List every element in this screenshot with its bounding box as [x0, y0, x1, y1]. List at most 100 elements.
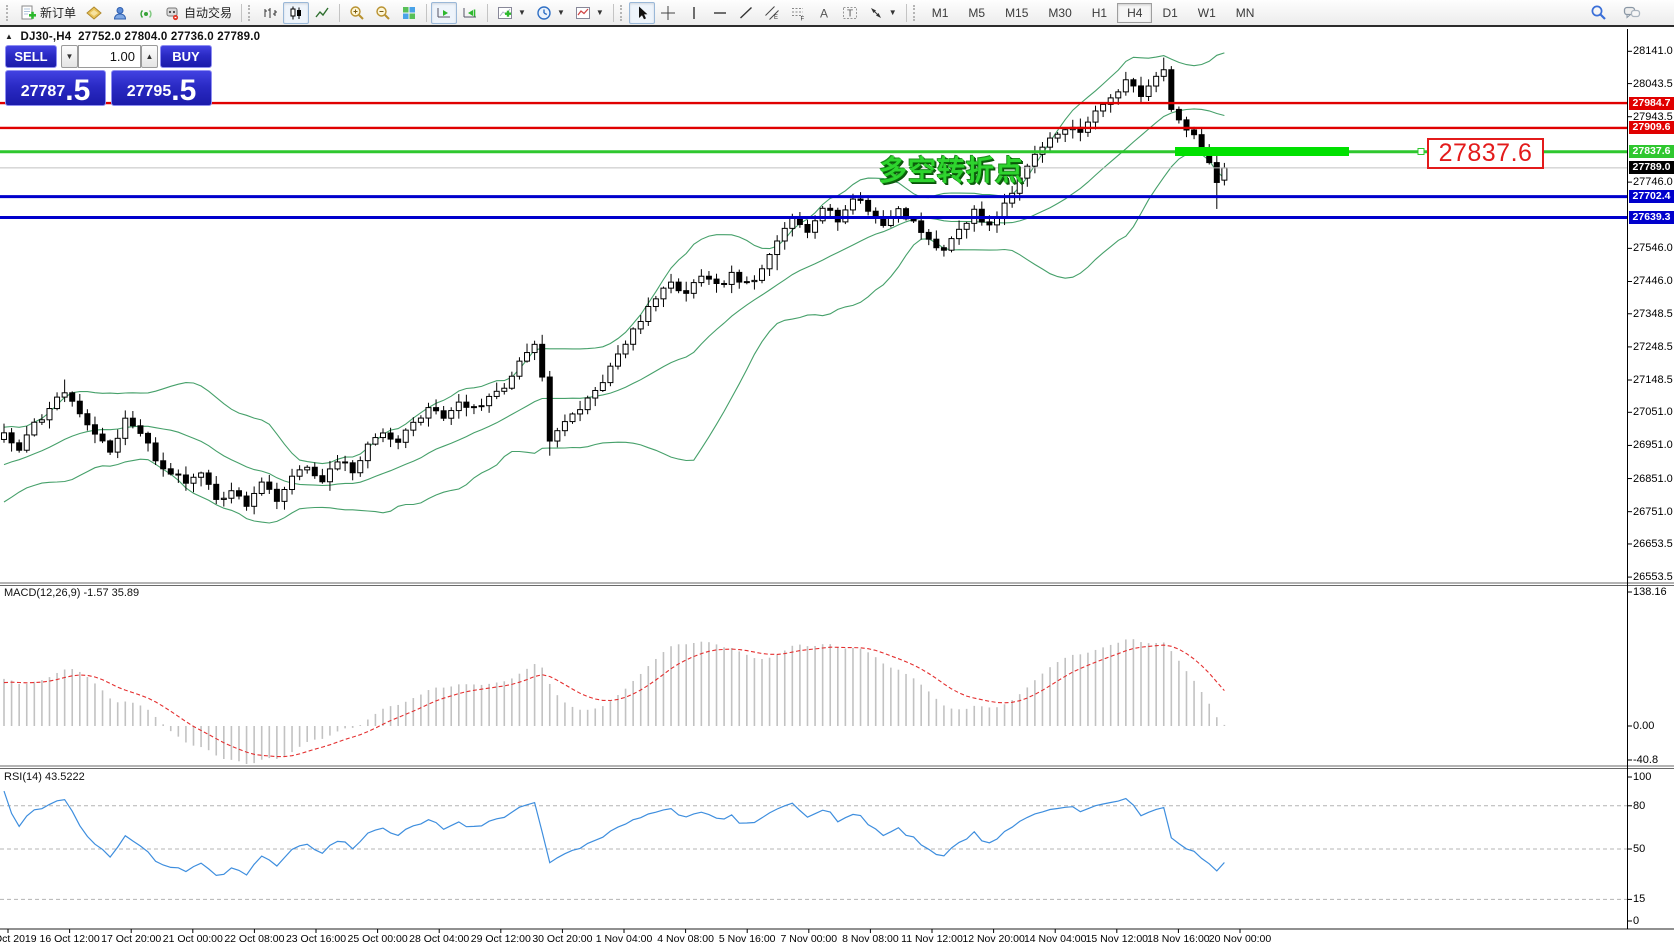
- toolbar-grip: [248, 4, 253, 21]
- text-label-button[interactable]: T: [837, 2, 863, 24]
- indicators-button[interactable]: ▼: [492, 2, 531, 24]
- dropdown-caret: ▼: [888, 8, 897, 17]
- separator: [339, 3, 341, 22]
- signals-button[interactable]: [133, 2, 159, 24]
- channel-button[interactable]: E: [759, 2, 785, 24]
- volume-input[interactable]: 1.00: [78, 45, 141, 68]
- sell-price[interactable]: 27787.5: [5, 70, 106, 106]
- timeframe-mn[interactable]: MN: [1235, 5, 1255, 20]
- svg-text:F: F: [800, 16, 804, 21]
- layers-button[interactable]: [81, 2, 107, 24]
- timeframe-m5[interactable]: M5: [968, 5, 986, 20]
- trendline-button[interactable]: [733, 2, 759, 24]
- toolbar-grip: [912, 4, 918, 21]
- signals-icon: [140, 9, 152, 18]
- timeframe-h1[interactable]: H1: [1091, 5, 1108, 20]
- periods-button[interactable]: ▼: [531, 2, 570, 24]
- tile-windows-button[interactable]: [396, 2, 422, 24]
- vertical-line-icon: [693, 6, 695, 19]
- new-order-button[interactable]: 新订单: [15, 2, 81, 24]
- cursor-button[interactable]: [628, 1, 655, 24]
- timeframe-w1[interactable]: W1: [1197, 5, 1216, 20]
- zoom-in-icon: [350, 5, 364, 20]
- volume-increase-button[interactable]: ▲: [141, 45, 158, 68]
- tile-windows-icon: [403, 6, 416, 19]
- auto-scroll-icon: [437, 7, 451, 17]
- timeframe-m15[interactable]: M15: [1005, 5, 1029, 20]
- bar-chart-icon: [264, 7, 278, 18]
- auto-scroll-button[interactable]: [431, 1, 458, 24]
- fibonacci-icon: F: [791, 7, 804, 21]
- one-click-trading-panel: SELL ▼ 1.00 ▲ BUY 27787.5 27795.5: [5, 45, 212, 106]
- cursor-icon: [638, 6, 648, 19]
- periods-icon: [537, 5, 551, 20]
- timeframe-d1[interactable]: D1: [1162, 5, 1178, 20]
- candlestick-chart-icon: [290, 6, 302, 19]
- svg-text:A: A: [820, 6, 828, 20]
- bar-chart-button[interactable]: [257, 2, 283, 24]
- svg-text:E: E: [774, 15, 778, 21]
- sell-button[interactable]: SELL: [5, 45, 57, 68]
- arrows-icon: [870, 7, 881, 18]
- chart-window: ▲ DJ30-,H4 27752.0 27804.0 27736.0 27789…: [0, 29, 1674, 949]
- auto-trading-button[interactable]: 自动交易: [159, 2, 237, 24]
- svg-text:T: T: [847, 8, 853, 19]
- chat-button[interactable]: [1618, 2, 1646, 24]
- horizontal-line-button[interactable]: [707, 2, 733, 24]
- buy-price[interactable]: 27795.5: [111, 70, 212, 106]
- zoom-out-icon: [376, 5, 390, 20]
- toolbar-grip: [619, 4, 625, 21]
- horizontal-line-icon: [713, 11, 726, 14]
- separator: [241, 3, 243, 22]
- dropdown-caret: ▼: [518, 8, 526, 17]
- crosshair-button[interactable]: [655, 2, 681, 24]
- channel-icon: E: [764, 5, 779, 21]
- candlestick-chart-button[interactable]: [283, 1, 310, 24]
- text-button[interactable]: A: [811, 2, 837, 24]
- line-chart-icon: [315, 7, 329, 17]
- toolbar: 新订单 自动交易 ▼ ▼: [0, 0, 1674, 27]
- toolbar-grip: [6, 4, 11, 21]
- arrows-button[interactable]: ▼: [863, 2, 902, 24]
- separator: [426, 3, 428, 22]
- auto-trading-label: 自动交易: [184, 6, 233, 20]
- sell-price-fraction: .5: [65, 73, 91, 107]
- separator: [905, 3, 907, 22]
- templates-icon: [575, 6, 590, 19]
- sell-price-main: 27787: [20, 83, 66, 100]
- line-chart-button[interactable]: [309, 2, 335, 24]
- chart-shift-icon: [463, 7, 477, 17]
- profile-icon: [114, 6, 127, 19]
- text-label-icon: T: [842, 6, 857, 19]
- text-icon: A: [820, 6, 828, 20]
- crosshair-icon: [660, 5, 675, 20]
- profile-button[interactable]: [107, 2, 133, 24]
- timeframe-h4[interactable]: H4: [1117, 2, 1153, 23]
- buy-button[interactable]: BUY: [160, 45, 212, 68]
- search-icon: [1591, 5, 1606, 20]
- chat-icon: [1623, 6, 1641, 19]
- templates-button[interactable]: ▼: [570, 2, 609, 24]
- dropdown-caret: ▼: [595, 8, 604, 17]
- vertical-line-button[interactable]: [681, 2, 707, 24]
- new-order-icon: [21, 5, 36, 19]
- trendline-icon: [739, 6, 752, 19]
- layers-icon: [86, 5, 102, 20]
- zoom-out-button[interactable]: [370, 2, 396, 24]
- buy-price-fraction: .5: [171, 73, 197, 107]
- timeframe-group: M1 M5 M15 M30 H1 H4 D1 W1 MN: [922, 2, 1265, 23]
- chart-shift-button[interactable]: [457, 2, 483, 24]
- volume-decrease-button[interactable]: ▼: [61, 45, 78, 68]
- separator: [487, 3, 489, 22]
- indicators-icon: [498, 6, 513, 19]
- auto-trading-icon: [166, 7, 179, 20]
- fibonacci-button[interactable]: F: [785, 2, 811, 24]
- timeframe-m1[interactable]: M1: [931, 5, 949, 20]
- search-button[interactable]: [1585, 2, 1612, 24]
- new-order-label: 新订单: [40, 6, 77, 20]
- buy-price-main: 27795: [126, 83, 172, 100]
- timeframe-m30[interactable]: M30: [1048, 5, 1072, 20]
- zoom-in-button[interactable]: [344, 2, 370, 24]
- separator: [612, 3, 614, 22]
